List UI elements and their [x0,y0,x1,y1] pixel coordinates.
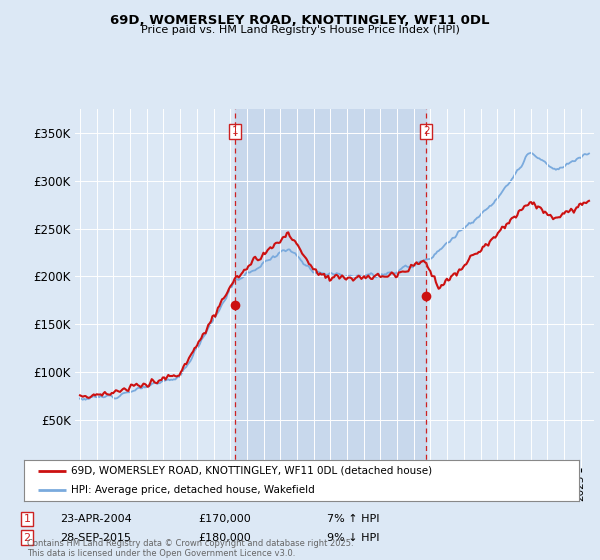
Text: £170,000: £170,000 [198,514,251,524]
Text: £180,000: £180,000 [198,533,251,543]
Text: 1: 1 [232,126,239,136]
Text: Price paid vs. HM Land Registry's House Price Index (HPI): Price paid vs. HM Land Registry's House … [140,25,460,35]
Text: HPI: Average price, detached house, Wakefield: HPI: Average price, detached house, Wake… [71,485,315,494]
Text: 23-APR-2004: 23-APR-2004 [60,514,132,524]
Text: 2: 2 [423,126,430,136]
Text: Contains HM Land Registry data © Crown copyright and database right 2025.
This d: Contains HM Land Registry data © Crown c… [27,539,353,558]
Bar [235,109,426,468]
Text: 28-SEP-2015: 28-SEP-2015 [60,533,131,543]
Text: 1: 1 [23,514,31,524]
Text: 9% ↓ HPI: 9% ↓ HPI [327,533,380,543]
Text: 7% ↑ HPI: 7% ↑ HPI [327,514,380,524]
Text: 69D, WOMERSLEY ROAD, KNOTTINGLEY, WF11 0DL (detached house): 69D, WOMERSLEY ROAD, KNOTTINGLEY, WF11 0… [71,465,432,475]
Text: 69D, WOMERSLEY ROAD, KNOTTINGLEY, WF11 0DL: 69D, WOMERSLEY ROAD, KNOTTINGLEY, WF11 0… [110,14,490,27]
Text: 2: 2 [23,533,31,543]
